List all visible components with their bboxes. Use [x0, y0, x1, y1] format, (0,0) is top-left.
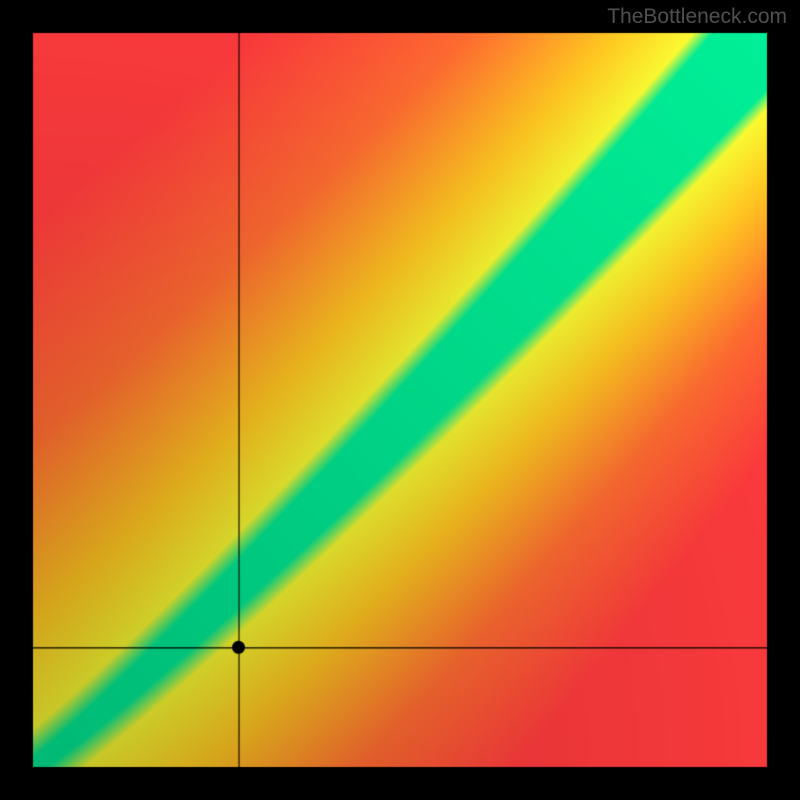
watermark-text: TheBottleneck.com: [607, 5, 787, 29]
chart-container: TheBottleneck.com: [0, 0, 800, 800]
heatmap-canvas: [0, 0, 800, 800]
